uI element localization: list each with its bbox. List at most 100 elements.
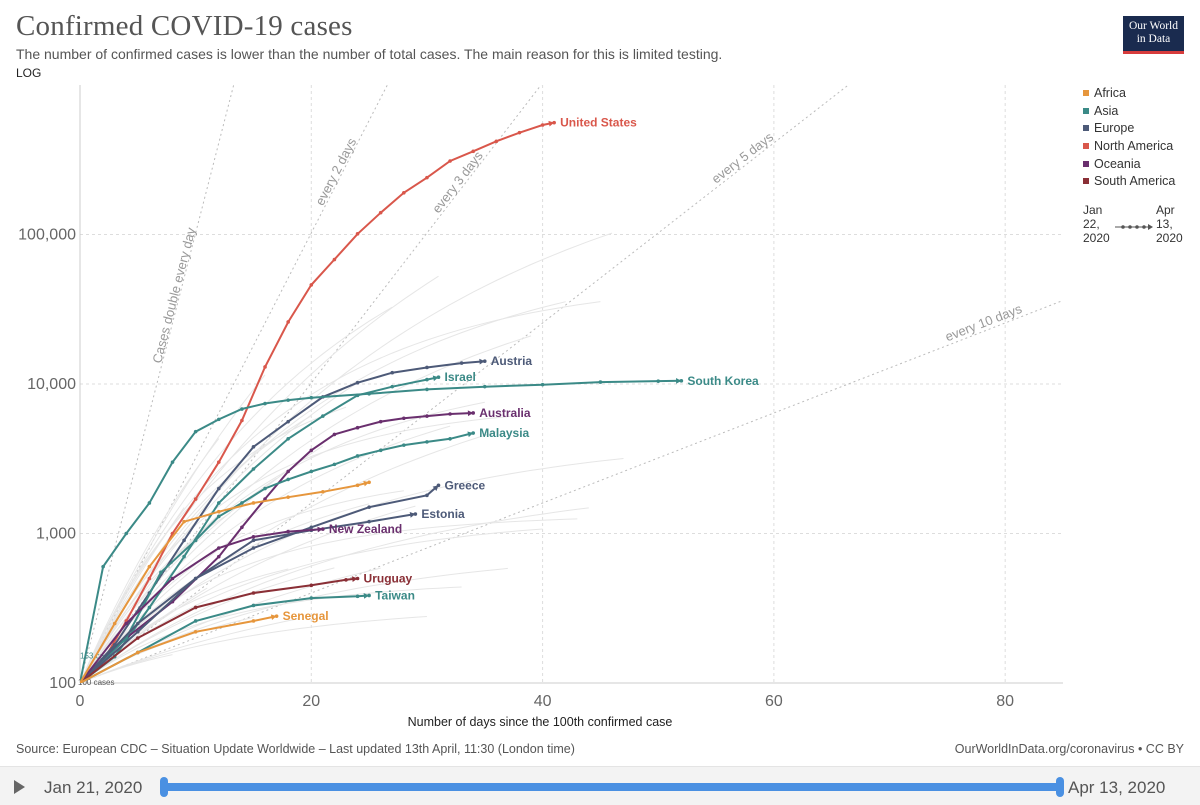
time-legend: Jan 22, 2020 Apr 13, 2020 [1083,203,1193,251]
series-arrowhead [351,576,358,582]
start-annotation: 153 cases [80,651,116,660]
series-label: Austria [491,354,533,368]
series-point [309,448,314,453]
series-point [112,621,117,626]
series-point [240,501,244,505]
legend-item-africa[interactable]: Africa [1083,84,1175,102]
timeline-bar: Jan 21, 2020 Apr 13, 2020 [0,766,1200,805]
series-point [251,467,256,471]
series-point [332,257,337,262]
series-point [124,621,129,626]
series-line [80,432,474,683]
reference-line-label: Cases double every day [149,225,198,364]
series-arrowhead [467,431,474,438]
series-label: Uruguay [364,572,413,586]
series-point [193,630,198,634]
series-point [274,614,279,618]
background-line [80,415,312,683]
legend-label: Oceania [1094,156,1141,171]
series-point [216,514,221,519]
x-tick-label: 0 [76,693,85,710]
series-arrowhead [409,512,416,518]
play-icon[interactable] [14,780,25,794]
series-arrowhead [548,120,555,127]
series-point [402,443,406,447]
series-labels: United States Austria Israel South Korea Aus… [283,116,759,624]
background-line [80,232,613,683]
series-point [402,416,406,421]
series-arrowhead [432,485,439,491]
chart-subtitle: The number of confirmed cases is lower t… [16,46,723,62]
background-line [80,532,243,683]
legend-label: Africa [1094,85,1126,100]
series-point [448,436,452,441]
log-scale-toggle[interactable]: LOG [16,66,42,80]
background-line [80,618,300,683]
series-label: Australia [479,406,531,420]
series-point [367,519,371,524]
series-point [482,384,487,389]
background-line [80,306,393,683]
series-point [216,554,221,559]
timeline-track[interactable] [163,783,1060,791]
x-tick-label: 60 [765,693,783,710]
legend-item-north-america[interactable]: North America [1083,137,1175,155]
series-point [240,407,244,411]
series-point [321,414,325,418]
series-label: Senegal [283,609,329,623]
series-point [159,570,163,575]
legend-item-asia[interactable]: Asia [1083,102,1175,120]
owid-logo[interactable]: Our World in Data [1123,16,1184,54]
series-point [251,445,256,449]
series-point [309,583,314,588]
series-point [136,630,140,634]
series-point [367,391,371,396]
series-point [286,495,290,499]
series-point [286,419,290,424]
series-line [80,379,682,683]
timeline-start-label: Jan 21, 2020 [44,778,143,797]
series-point [367,505,371,509]
legend-item-oceania[interactable]: Oceania [1083,155,1175,173]
series-point [321,490,325,494]
series-point [263,486,267,491]
series-point [355,380,360,385]
source-note: Source: European CDC – Situation Update … [16,742,575,756]
legend-swatch [1083,142,1089,149]
series-point [355,576,360,581]
timeline-end-handle[interactable] [1056,777,1064,797]
background-line [80,518,578,683]
series-label: South Korea [687,374,759,388]
reference-line-label: every 2 days [312,135,359,208]
series-point [286,469,290,474]
series-point [216,486,221,491]
series-point [309,395,314,400]
series-point [402,191,406,195]
series-point [367,480,371,485]
series-point [355,454,360,458]
series-point [540,382,545,387]
y-tick-label: 100 [49,675,76,692]
series-point [378,210,383,215]
timeline-end-label: Apr 13, 2020 [1068,778,1166,797]
y-tick-label: 100,000 [18,227,76,244]
series-point [494,139,499,144]
series-point [216,509,221,514]
series-point [147,501,152,505]
series-point [193,619,198,623]
time-legend-start: Jan 22, 2020 [1083,203,1110,245]
series-label: Estonia [421,507,465,521]
series-point [425,440,429,444]
credit-link[interactable]: OurWorldInData.org/coronavirus • CC BY [954,742,1184,756]
series-arrowhead [363,480,370,487]
legend-item-europe[interactable]: Europe [1083,119,1175,137]
timeline-start-handle[interactable] [160,777,168,797]
series-point [355,425,360,430]
series-point [390,384,395,389]
series-point [136,650,140,655]
series-label: United States [560,116,637,130]
background-line [80,616,427,683]
legend-item-south-america[interactable]: South America [1083,172,1175,190]
series-group [80,120,684,683]
series-point [390,370,395,375]
